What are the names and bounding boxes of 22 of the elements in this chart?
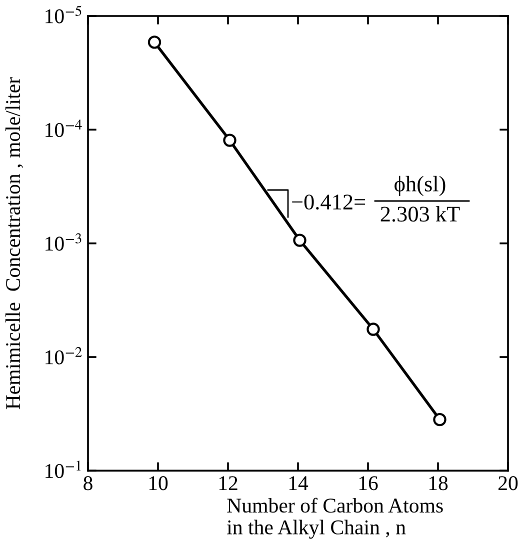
x-tick-label: 14 xyxy=(289,476,308,490)
annotation: 2.303 kT xyxy=(380,206,460,222)
x-tick-label: 12 xyxy=(219,476,238,490)
x-tick-label: 20 xyxy=(498,476,518,490)
point xyxy=(293,234,306,247)
point xyxy=(148,36,162,49)
y-axis-title: Hemimicelle Concentration , mole/liter xyxy=(5,77,24,410)
point xyxy=(366,322,380,336)
x-tick-label: 8 xyxy=(84,476,92,490)
point xyxy=(433,412,446,426)
y-tick-label: 10$^{−4}$ xyxy=(46,120,82,138)
x-tick-label: 16 xyxy=(359,476,378,490)
x-tick-label: 18 xyxy=(429,476,448,490)
x-tick-label: 10 xyxy=(149,476,168,490)
y-tick-label: 10$^{−5}$ xyxy=(46,6,82,24)
y-tick-label: 10$^{−3}$ xyxy=(46,233,82,251)
point xyxy=(223,134,236,147)
annotation: ϕh(sl) xyxy=(394,176,446,196)
x-axis-title: Number of Carbon Atoms in the Alkyl Chain , n xyxy=(227,498,443,539)
y-tick-label: 10$^{−2}$ xyxy=(46,346,82,364)
y-tick-label: 10$^{−1}$ xyxy=(46,460,81,478)
annotation: −0.412= xyxy=(292,194,365,210)
